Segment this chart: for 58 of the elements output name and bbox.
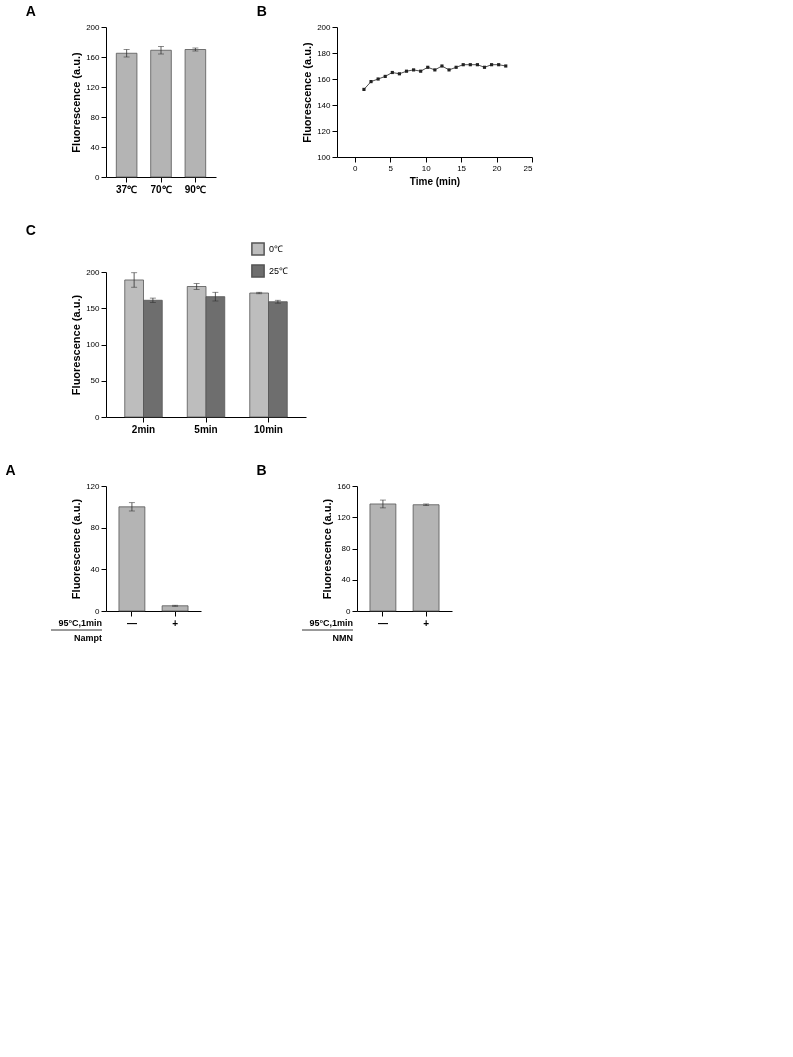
x-tick-label: 37℃ bbox=[116, 183, 138, 195]
x-axis-title: NMN bbox=[332, 633, 353, 643]
x-tick-label: + bbox=[423, 617, 430, 629]
x-tick-label: 15 bbox=[457, 163, 467, 173]
y-tick-label: 160 bbox=[337, 481, 352, 491]
text: 95°C,1min bbox=[58, 618, 102, 628]
y-tick-label: 120 bbox=[337, 512, 352, 522]
y-tick-label: 0 bbox=[346, 606, 352, 616]
chart-title: A bbox=[5, 462, 16, 478]
x-tick-label: 20 bbox=[492, 163, 503, 173]
y-tick-label: 100 bbox=[317, 152, 332, 162]
y-tick-label: 0 bbox=[95, 172, 101, 182]
y-axis-title: Fluorescence (a.u.) bbox=[70, 52, 83, 153]
y-tick-label: 80 bbox=[90, 523, 101, 533]
chart-title: C bbox=[25, 222, 36, 238]
y-tick-label: 0 bbox=[95, 412, 101, 422]
x-tick-label: 2min bbox=[131, 423, 156, 435]
y-tick-label: 200 bbox=[317, 22, 332, 32]
y-tick-label: 200 bbox=[86, 22, 101, 32]
x-tick-label: 5min bbox=[194, 423, 218, 435]
legend-label: 25℃ bbox=[269, 266, 289, 276]
chart-title: B bbox=[256, 462, 267, 478]
y-tick-label: 120 bbox=[86, 481, 101, 491]
y-tick-label: 150 bbox=[86, 303, 101, 313]
y-tick-label: 0 bbox=[95, 606, 101, 616]
x-tick-label: + bbox=[172, 617, 179, 629]
y-tick-label: 40 bbox=[90, 142, 101, 152]
y-axis-title: Fluorescence (a.u.) bbox=[70, 294, 83, 396]
chart-title: A bbox=[25, 3, 36, 19]
y-tick-label: 40 bbox=[90, 564, 101, 574]
x-tick-label: — bbox=[377, 617, 388, 629]
y-tick-label: 120 bbox=[86, 82, 101, 92]
y-axis-title: Fluorescence (a.u.) bbox=[70, 498, 83, 600]
y-axis-title: Fluorescence (a.u.) bbox=[321, 498, 334, 600]
x-tick-label: 70℃ bbox=[150, 183, 172, 195]
y-tick-label: 160 bbox=[86, 52, 101, 62]
x-axis-title: Nampt bbox=[73, 633, 102, 643]
y-tick-label: 50 bbox=[90, 376, 101, 386]
y-tick-label: 120 bbox=[317, 126, 332, 136]
y-tick-label: 100 bbox=[86, 340, 101, 349]
legend-label: 0℃ bbox=[269, 244, 284, 254]
chart-title: B bbox=[256, 3, 267, 19]
y-axis-title: Fluorescence (a.u.) bbox=[301, 42, 314, 143]
y-tick-label: 140 bbox=[317, 100, 332, 110]
x-tick-label: 5 bbox=[388, 163, 394, 173]
y-tick-label: 160 bbox=[317, 74, 332, 84]
y-tick-label: 80 bbox=[341, 544, 352, 553]
y-tick-label: 200 bbox=[86, 267, 101, 277]
x-tick-label: 10 bbox=[421, 163, 432, 173]
x-tick-label: 90℃ bbox=[184, 183, 206, 195]
x-tick-label: — bbox=[126, 617, 137, 629]
x-axis-title: Time (min) bbox=[409, 175, 461, 187]
x-tick-label: 10min bbox=[254, 423, 283, 435]
text: 95°C,1min bbox=[309, 618, 353, 628]
x-tick-label: 25 bbox=[523, 163, 534, 173]
y-tick-label: 40 bbox=[341, 575, 352, 585]
y-tick-label: 80 bbox=[90, 112, 101, 122]
y-tick-label: 180 bbox=[317, 48, 332, 58]
